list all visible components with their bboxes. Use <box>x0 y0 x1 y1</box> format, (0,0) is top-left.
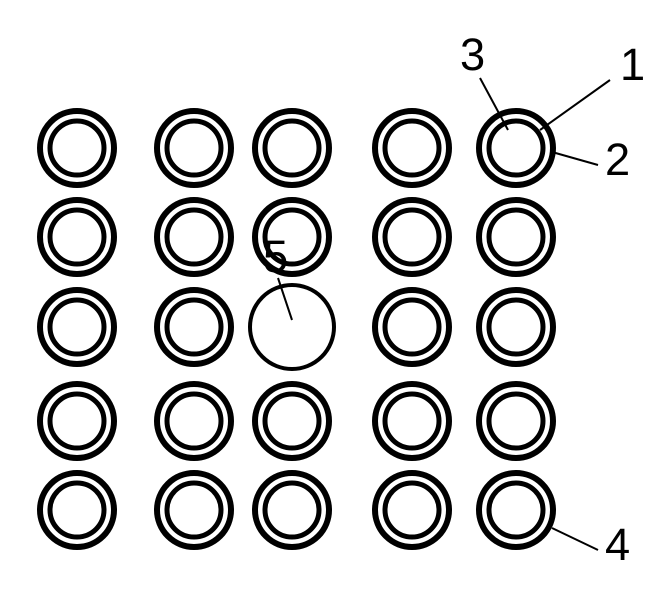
ring-inner <box>489 210 543 264</box>
ring-inner <box>385 210 439 264</box>
label-4: 4 <box>605 519 630 570</box>
ring-inner <box>167 394 221 448</box>
ring-inner <box>50 483 104 537</box>
ring-inner <box>265 121 319 175</box>
ring-inner <box>167 300 221 354</box>
ring-inner <box>50 394 104 448</box>
ring-inner <box>385 121 439 175</box>
ring-inner <box>50 121 104 175</box>
label-3: 3 <box>460 29 485 80</box>
ring-inner <box>385 483 439 537</box>
ring-inner <box>50 210 104 264</box>
label-5: 5 <box>263 231 288 282</box>
ring-inner <box>265 394 319 448</box>
ring-inner <box>167 121 221 175</box>
ring-inner <box>167 483 221 537</box>
ring-inner <box>265 483 319 537</box>
label-2: 2 <box>605 134 630 185</box>
ring-inner <box>385 300 439 354</box>
defect-circle <box>250 285 334 369</box>
ring-inner <box>385 394 439 448</box>
ring-inner <box>489 394 543 448</box>
ring-inner <box>489 121 543 175</box>
ring-inner <box>489 300 543 354</box>
ring-inner <box>167 210 221 264</box>
diagram-svg: 1 3 2 5 4 <box>0 0 665 599</box>
ring-inner <box>50 300 104 354</box>
diagram-root: 1 3 2 5 4 <box>0 0 665 599</box>
label-1: 1 <box>620 39 645 90</box>
ring-inner <box>489 483 543 537</box>
